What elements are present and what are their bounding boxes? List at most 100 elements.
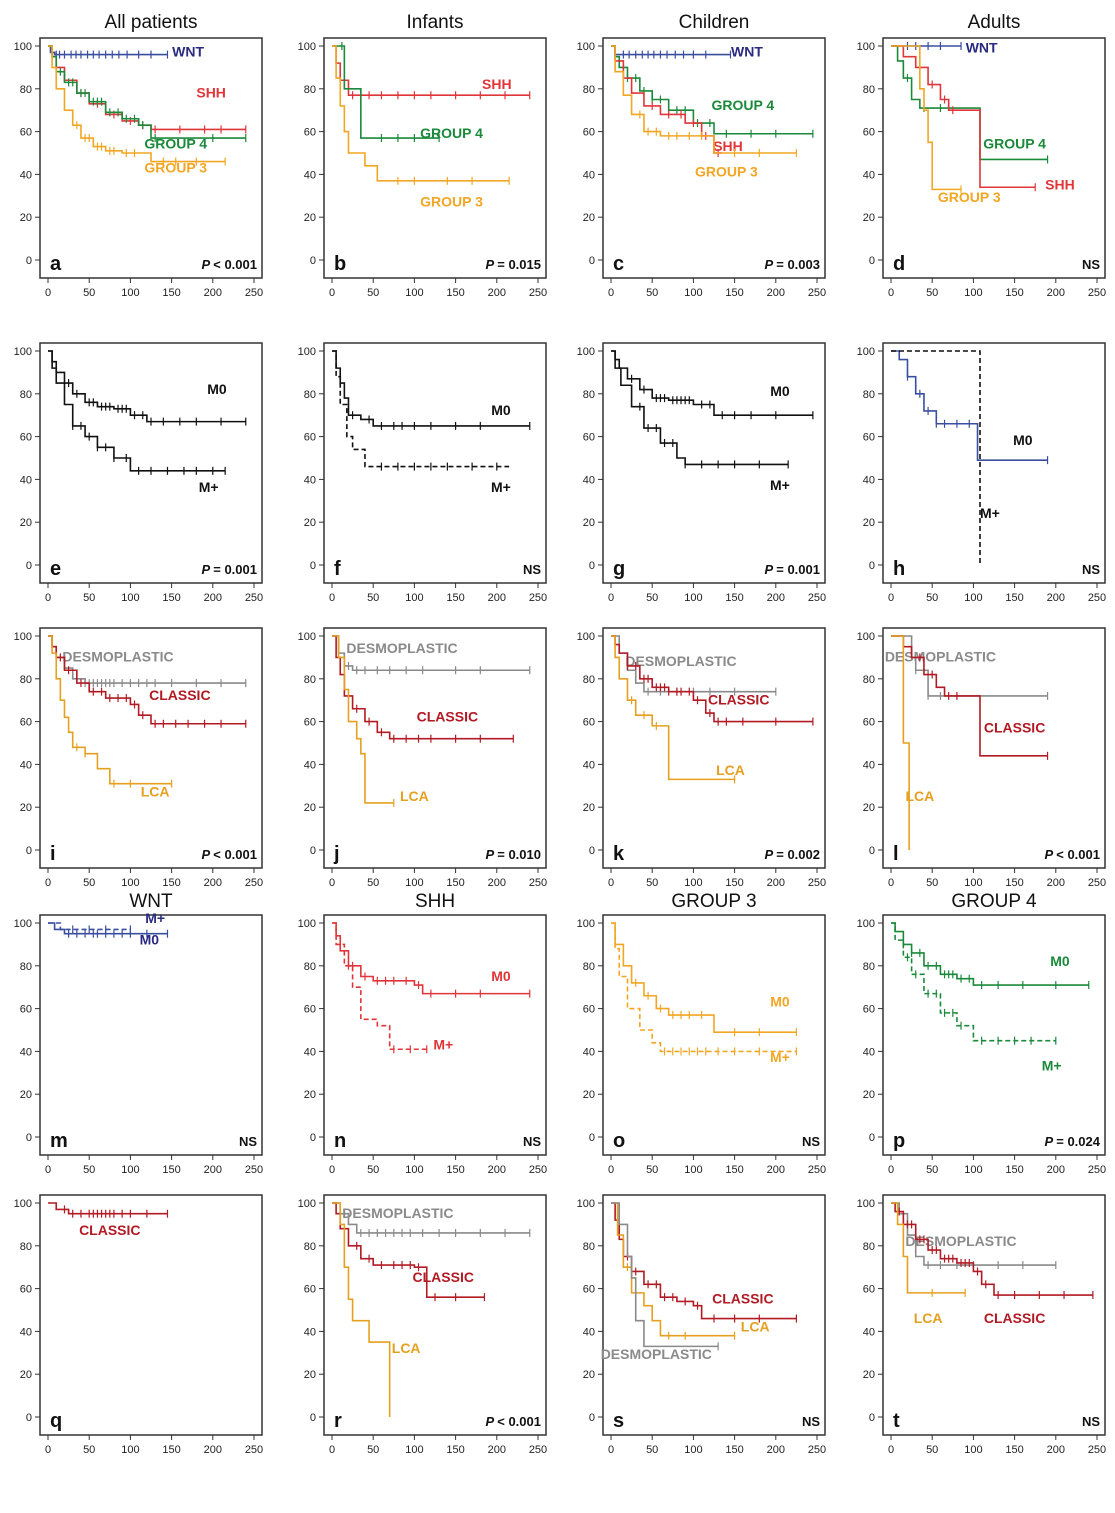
y-tick-label: 60 xyxy=(583,127,595,139)
panel-p: GROUP 4 0 20 40 60 80 100 0 50 100 150 200 250 M0 M+ p P… xyxy=(857,891,1107,1176)
y-tick-label: 80 xyxy=(304,674,316,686)
curve-label: GROUP 4 xyxy=(983,136,1046,152)
x-tick-label: 50 xyxy=(367,1164,379,1176)
panel-j: 0 20 40 60 80 100 0 50 100 150 200 250 DESMOPLASTIC C… xyxy=(298,627,547,889)
x-tick-label: 200 xyxy=(767,592,785,604)
y-tick-label: 80 xyxy=(583,389,595,401)
panel-m: WNT 0 20 40 60 80 100 0 50 100 150 200 250 M+ M0 m NS xyxy=(14,891,264,1176)
y-tick-label: 20 xyxy=(863,1369,875,1381)
y-tick-label: 60 xyxy=(304,1004,316,1016)
y-tick-label: 40 xyxy=(583,1046,595,1058)
panel-letter: o xyxy=(613,1130,625,1152)
panel-title: SHH xyxy=(415,891,455,912)
curve-label: LCA xyxy=(905,788,934,804)
x-tick-label: 250 xyxy=(808,592,826,604)
x-tick-label: 0 xyxy=(608,592,614,604)
x-tick-label: 0 xyxy=(329,877,335,889)
panel-letter: e xyxy=(50,558,61,580)
panel-f: 0 20 40 60 80 100 0 50 100 150 200 250 M0 M+ f NS xyxy=(298,342,547,604)
y-tick-label: 60 xyxy=(863,717,875,729)
p-value: P = 0.015 xyxy=(485,257,541,272)
y-tick-label: 40 xyxy=(863,474,875,486)
p-value: P < 0.001 xyxy=(201,847,257,862)
curve-label: GROUP 4 xyxy=(144,136,207,152)
y-tick-label: 0 xyxy=(589,560,595,572)
x-tick-label: 100 xyxy=(964,1164,982,1176)
x-tick-label: 150 xyxy=(1005,1164,1023,1176)
y-tick-label: 40 xyxy=(304,474,316,486)
x-tick-label: 100 xyxy=(405,1444,423,1456)
x-tick-label: 100 xyxy=(684,1444,702,1456)
y-tick-label: 20 xyxy=(863,802,875,814)
p-value: P = 0.024 xyxy=(1044,1134,1100,1149)
y-tick-label: 100 xyxy=(577,918,595,930)
curve-label: M0 xyxy=(140,931,160,947)
plot-frame xyxy=(602,37,826,279)
x-tick-label: 150 xyxy=(162,1444,180,1456)
y-tick-label: 60 xyxy=(20,1004,32,1016)
x-tick-label: 200 xyxy=(1047,287,1065,299)
plot-frame xyxy=(323,37,547,279)
survival-curve-lca xyxy=(891,1202,966,1294)
x-tick-label: 250 xyxy=(808,1444,826,1456)
y-tick-label: 60 xyxy=(304,127,316,139)
y-tick-label: 0 xyxy=(869,1132,875,1144)
y-tick-label: 80 xyxy=(304,389,316,401)
y-tick-label: 0 xyxy=(26,1412,32,1424)
x-tick-label: 250 xyxy=(808,877,826,889)
x-tick-label: 150 xyxy=(446,1164,464,1176)
y-tick-label: 60 xyxy=(20,717,32,729)
survival-curve-m- xyxy=(611,922,797,1053)
p-value: P = 0.001 xyxy=(201,562,257,577)
panel-h: 0 20 40 60 80 100 0 50 100 150 200 250 M0 M+ h NS xyxy=(857,342,1106,604)
panel-s: 0 20 40 60 80 100 0 50 100 150 200 250 CLASSIC LCA DES… xyxy=(577,1194,826,1456)
x-tick-label: 50 xyxy=(83,1164,95,1176)
panel-letter: p xyxy=(893,1130,905,1152)
y-tick-label: 20 xyxy=(583,1089,595,1101)
curve-label: LCA xyxy=(392,1340,421,1356)
survival-curve-lca xyxy=(611,1202,735,1337)
y-tick-label: 40 xyxy=(863,169,875,181)
y-tick-label: 100 xyxy=(298,918,316,930)
curve-label: CLASSIC xyxy=(149,687,210,703)
y-tick-label: 100 xyxy=(857,631,875,643)
p-value: P = 0.001 xyxy=(764,562,820,577)
x-tick-label: 0 xyxy=(329,1164,335,1176)
y-tick-label: 100 xyxy=(577,631,595,643)
curve-label: WNT xyxy=(731,44,763,60)
x-tick-label: 250 xyxy=(529,287,547,299)
x-tick-label: 150 xyxy=(162,592,180,604)
y-tick-label: 0 xyxy=(589,1412,595,1424)
x-tick-label: 250 xyxy=(808,287,826,299)
y-tick-label: 60 xyxy=(583,432,595,444)
curve-label: CLASSIC xyxy=(712,1291,773,1307)
survival-curve-m0 xyxy=(611,922,797,1033)
x-tick-label: 50 xyxy=(926,287,938,299)
survival-curve-group-3 xyxy=(332,45,510,182)
x-tick-label: 100 xyxy=(121,1164,139,1176)
panel-r: 0 20 40 60 80 100 0 50 100 150 200 250 DESMOPLASTIC C… xyxy=(298,1194,547,1456)
x-tick-label: 0 xyxy=(45,1444,51,1456)
x-tick-label: 250 xyxy=(245,592,263,604)
x-tick-label: 0 xyxy=(45,592,51,604)
panel-d: 0 20 40 60 80 100 0 50 100 150 200 250 WNT GROUP 4 SHH… xyxy=(857,37,1106,299)
y-tick-label: 60 xyxy=(583,1284,595,1296)
curve-label: M+ xyxy=(1042,1058,1062,1074)
survival-curve-m- xyxy=(332,350,510,468)
panel-letter: n xyxy=(334,1130,346,1152)
curve-label: LCA xyxy=(716,762,745,778)
x-tick-label: 50 xyxy=(367,1444,379,1456)
y-tick-label: 100 xyxy=(298,346,316,358)
column-title: All patients xyxy=(105,12,198,33)
p-value: P < 0.001 xyxy=(201,257,257,272)
curve-label: DESMOPLASTIC xyxy=(62,649,173,665)
p-value: P < 0.001 xyxy=(1044,847,1100,862)
y-tick-label: 60 xyxy=(304,432,316,444)
survival-curve-classic xyxy=(48,1202,168,1215)
x-tick-label: 250 xyxy=(529,1164,547,1176)
y-tick-label: 80 xyxy=(583,961,595,973)
y-tick-label: 100 xyxy=(577,1198,595,1210)
plot-frame xyxy=(882,914,1106,1156)
x-tick-label: 200 xyxy=(204,877,222,889)
